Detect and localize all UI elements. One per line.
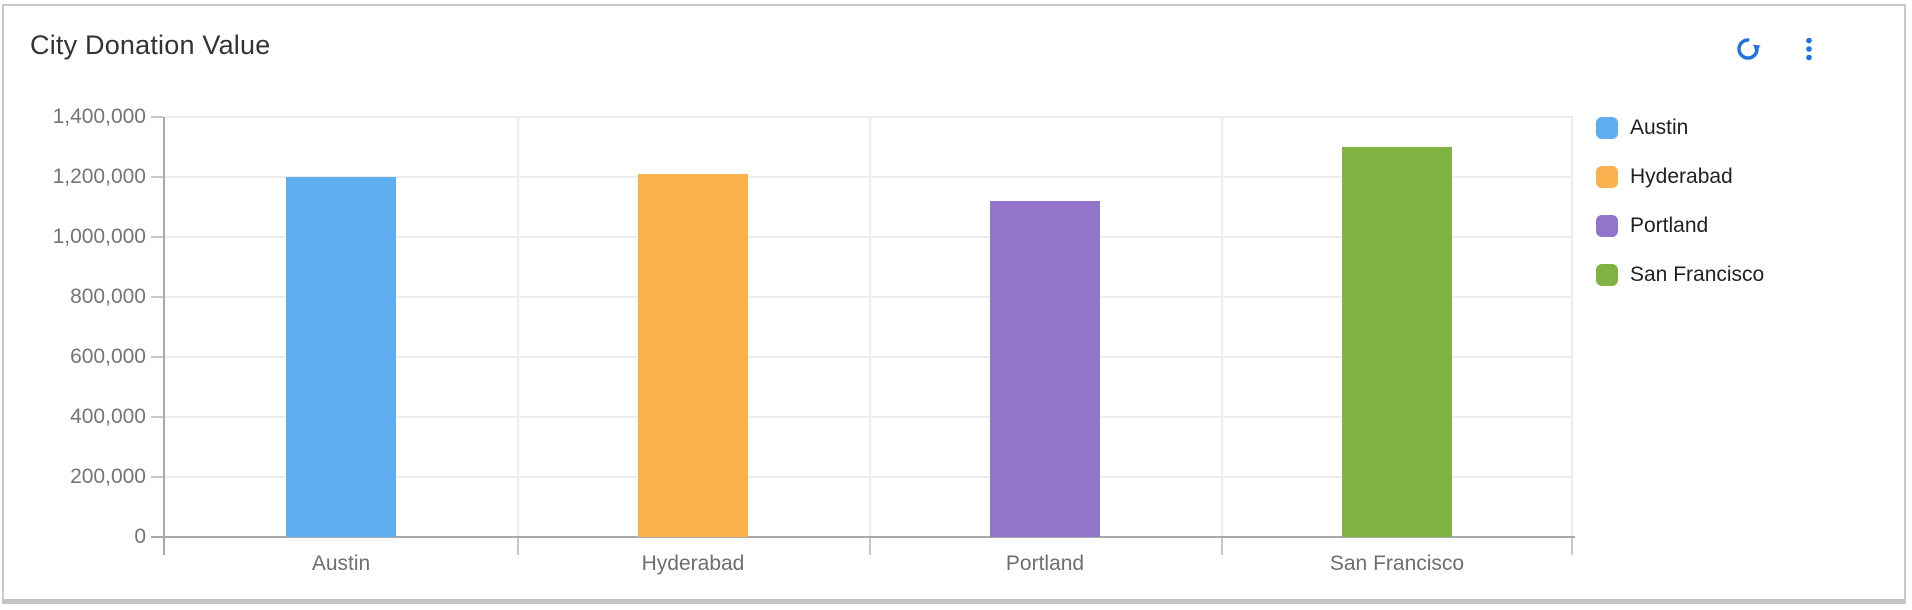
legend-item-hyderabad[interactable]: Hyderabad: [1596, 166, 1764, 188]
x-axis-baseline: [151, 536, 1575, 538]
bar-hyderabad[interactable]: [638, 174, 748, 537]
chart-card: City Donation Value 0 200,000 400,000 600,0…: [2, 4, 1906, 604]
y-axis-label: 1,200,000: [52, 165, 146, 188]
y-axis-label: 200,000: [70, 465, 146, 488]
x-axis-tick: [1571, 537, 1573, 555]
legend: Austin Hyderabad Portland San Francisco: [1596, 117, 1764, 313]
y-axis-tick: [151, 296, 163, 298]
y-axis-line: [163, 117, 165, 555]
v-gridline: [517, 117, 519, 537]
x-axis-tick: [517, 537, 519, 555]
legend-swatch-austin: [1596, 117, 1618, 139]
x-axis-labels: Austin Hyderabad Portland San Francisco: [165, 552, 1573, 582]
legend-label-san-francisco: San Francisco: [1630, 263, 1765, 286]
kebab-menu-icon: [1796, 36, 1822, 62]
x-axis-label-san-francisco: San Francisco: [1329, 552, 1465, 575]
y-axis-tick: [151, 476, 163, 478]
y-axis-label: 1,400,000: [52, 105, 146, 128]
y-axis-tick: [151, 236, 163, 238]
chart-title: City Donation Value: [30, 30, 271, 60]
y-axis-label: 600,000: [70, 345, 146, 368]
x-axis-label-portland: Portland: [1005, 552, 1085, 575]
legend-swatch-portland: [1596, 215, 1618, 237]
y-axis-tick: [151, 416, 163, 418]
plot-area: [151, 116, 1575, 555]
y-axis-label: 400,000: [70, 405, 146, 428]
legend-label-austin: Austin: [1630, 116, 1689, 139]
legend-label-hyderabad: Hyderabad: [1630, 165, 1733, 188]
more-options-button[interactable]: [1792, 32, 1826, 66]
y-axis-label: 800,000: [70, 285, 146, 308]
legend-item-portland[interactable]: Portland: [1596, 215, 1764, 237]
legend-swatch-hyderabad: [1596, 166, 1618, 188]
v-gridline: [1571, 117, 1573, 537]
x-axis-tick: [1221, 537, 1223, 555]
x-axis-label-hyderabad: Hyderabad: [641, 552, 745, 575]
refresh-icon: [1735, 36, 1761, 62]
x-axis-label-austin: Austin: [311, 552, 371, 575]
v-gridline: [869, 117, 871, 537]
y-axis-labels: 0 200,000 400,000 600,000 800,000 1,000,000 1,…: [4, 105, 146, 548]
bar-austin[interactable]: [286, 177, 396, 537]
bar-portland[interactable]: [990, 201, 1100, 537]
bar-san-francisco[interactable]: [1342, 147, 1452, 537]
y-axis-tick: [151, 116, 163, 118]
legend-item-san-francisco[interactable]: San Francisco: [1596, 264, 1764, 286]
y-axis-tick: [151, 176, 163, 178]
x-axis-tick: [869, 537, 871, 555]
y-axis-label: 1,000,000: [52, 225, 146, 248]
legend-item-austin[interactable]: Austin: [1596, 117, 1764, 139]
y-axis-tick: [151, 356, 163, 358]
v-gridline: [1221, 117, 1223, 537]
legend-swatch-san-francisco: [1596, 264, 1618, 286]
legend-label-portland: Portland: [1630, 214, 1709, 237]
refresh-button[interactable]: [1731, 32, 1765, 66]
y-axis-label: 0: [134, 525, 146, 548]
